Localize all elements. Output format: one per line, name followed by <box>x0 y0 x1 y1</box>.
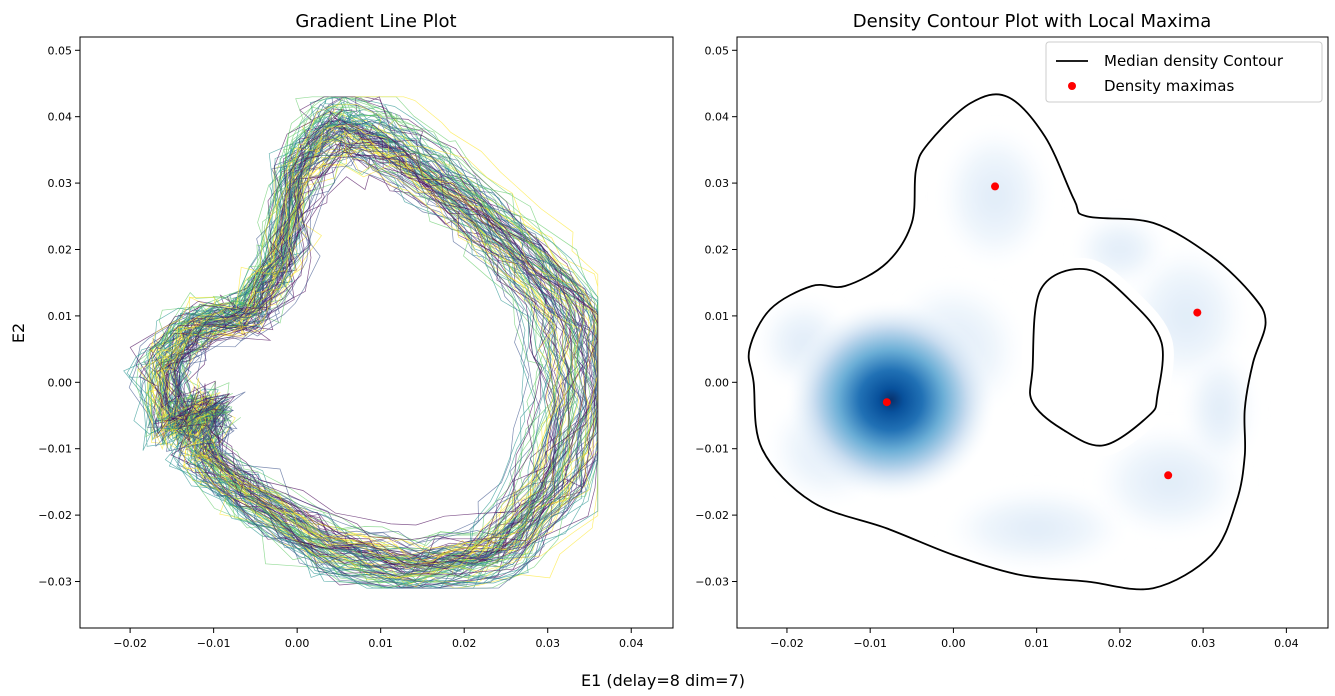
trajectory-line <box>148 96 599 589</box>
left-x-tick-label: −0.02 <box>113 637 147 650</box>
density-maximum-point <box>991 182 1000 191</box>
density-maximum-point <box>1193 308 1202 317</box>
legend-dot-swatch <box>1068 82 1076 90</box>
density-fill <box>758 126 1255 569</box>
trajectory-line <box>128 103 599 583</box>
legend-entry-contour: Median density Contour <box>1104 52 1284 70</box>
right-x-tick-label: 0.01 <box>1024 637 1049 650</box>
trajectory-line <box>154 109 599 589</box>
legend-entry-maxima: Density maximas <box>1104 77 1234 95</box>
median-density-contour-inner <box>1029 268 1164 447</box>
left-y-tick-label: 0.00 <box>48 376 73 389</box>
left-panel-title: Gradient Line Plot <box>295 11 456 32</box>
right-x-tick-label: −0.01 <box>853 637 887 650</box>
right-x-tick-label: 0.04 <box>1274 637 1299 650</box>
right-y-tick-label: 0.00 <box>705 376 730 389</box>
density-maximum-point <box>882 398 891 407</box>
right-axes-frame <box>736 36 1329 629</box>
left-y-tick-label: −0.01 <box>38 443 72 456</box>
left-y-ticks: −0.03 −0.02 −0.01 0.00 0.01 0.02 0.03 0.04 0.05 <box>38 44 80 589</box>
left-x-ticks: −0.02 −0.01 0.00 0.01 0.02 0.03 0.04 <box>113 628 643 650</box>
left-x-tick-label: 0.04 <box>619 637 644 650</box>
trajectory-line <box>138 109 599 576</box>
left-x-tick-label: −0.01 <box>197 637 231 650</box>
right-y-tick-label: −0.03 <box>695 576 729 589</box>
legend-box <box>1045 41 1323 103</box>
left-x-tick-label: 0.02 <box>452 637 477 650</box>
right-y-tick-label: 0.02 <box>705 243 730 256</box>
right-x-tick-label: 0.02 <box>1108 637 1133 650</box>
right-y-tick-label: −0.02 <box>695 509 729 522</box>
density-region <box>747 93 1267 591</box>
left-y-tick-label: −0.02 <box>38 509 72 522</box>
density-maxima-points <box>882 182 1202 480</box>
trajectory-line <box>137 127 599 588</box>
right-x-ticks: −0.02 −0.01 0.00 0.01 0.02 0.03 0.04 <box>770 628 1299 650</box>
density-soft-region <box>1184 348 1255 469</box>
density-maximum-point <box>1164 471 1173 480</box>
left-y-tick-label: 0.03 <box>48 177 73 190</box>
left-x-tick-label: 0.03 <box>535 637 560 650</box>
left-panel: Gradient Line Plot −0.02 −0.01 0.00 0.01 0.0… <box>9 11 674 650</box>
left-y-tick-label: 0.02 <box>48 243 73 256</box>
right-x-tick-label: 0.00 <box>941 637 966 650</box>
right-y-tick-label: 0.03 <box>705 177 730 190</box>
left-y-tick-label: 0.05 <box>48 44 73 57</box>
left-y-tick-label: 0.04 <box>48 111 73 124</box>
left-y-tick-label: −0.03 <box>38 576 72 589</box>
left-x-tick-label: 0.00 <box>285 637 310 650</box>
trajectory-line <box>148 103 599 579</box>
left-y-tick-label: 0.01 <box>48 310 73 323</box>
median-density-contour-outer <box>747 93 1267 591</box>
right-panel: Density Contour Plot with Local Maxima −… <box>695 11 1329 650</box>
right-y-tick-label: 0.05 <box>705 44 730 57</box>
left-axes-frame <box>79 36 674 629</box>
gradient-trajectory-lines <box>123 96 599 589</box>
shared-x-axis-label: E1 (delay=8 dim=7) <box>581 671 745 690</box>
right-x-tick-label: 0.03 <box>1191 637 1216 650</box>
right-y-ticks: −0.03 −0.02 −0.01 0.00 0.01 0.02 0.03 0.04 0.05 <box>695 44 737 589</box>
density-peak-region <box>785 300 996 501</box>
left-y-axis-label: E2 <box>9 323 28 343</box>
trajectory-line <box>166 96 599 589</box>
left-x-tick-label: 0.01 <box>368 637 393 650</box>
density-soft-region <box>946 488 1127 569</box>
density-soft-region <box>940 126 1051 267</box>
legend: Median density Contour Density maximas <box>1045 41 1323 103</box>
right-x-tick-label: −0.02 <box>770 637 804 650</box>
right-y-tick-label: −0.01 <box>695 443 729 456</box>
right-y-tick-label: 0.04 <box>705 111 730 124</box>
right-panel-title: Density Contour Plot with Local Maxima <box>853 11 1211 32</box>
right-y-tick-label: 0.01 <box>705 310 730 323</box>
